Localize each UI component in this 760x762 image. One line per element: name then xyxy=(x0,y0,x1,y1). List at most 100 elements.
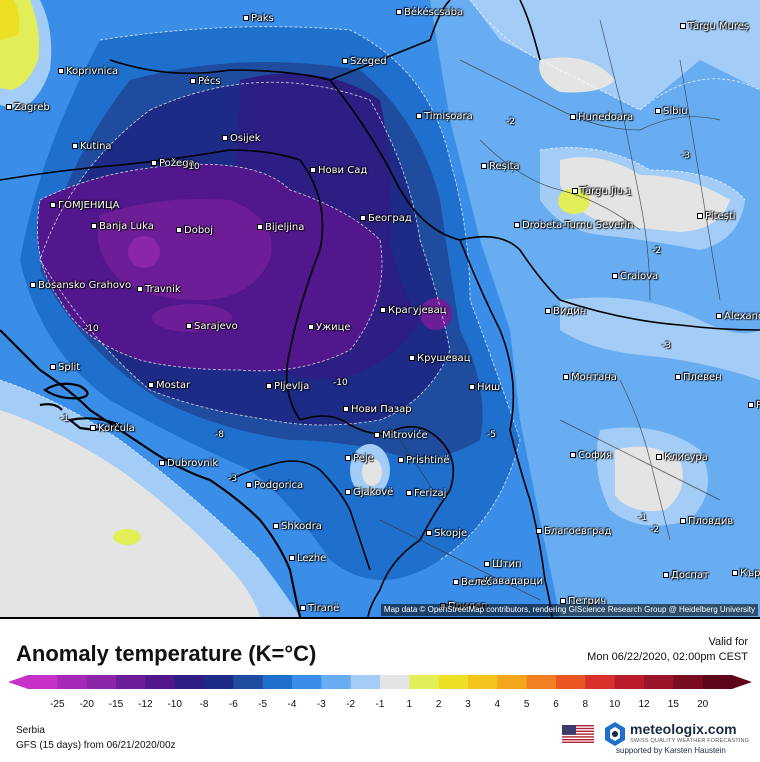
city-name: Shkodra xyxy=(281,521,322,532)
city-name: Požega xyxy=(159,158,195,169)
legend-swatch xyxy=(86,675,117,689)
city-label: Paks xyxy=(243,13,274,24)
contour-label: -2 xyxy=(652,246,661,256)
city-label: Gjakovë xyxy=(345,487,393,498)
legend-swatch xyxy=(702,675,733,689)
city-label: София xyxy=(570,450,612,461)
city-label: Sibiu xyxy=(655,106,688,117)
city-name: Doboj xyxy=(184,225,214,236)
city-label: ГОМЈЕНИЦА xyxy=(50,200,119,211)
city-label: Koprivnica xyxy=(58,66,118,77)
city-marker-icon xyxy=(398,457,404,463)
city-name: Pitești xyxy=(705,211,736,222)
legend-tick-label: -10 xyxy=(167,699,182,710)
city-name: Peje xyxy=(353,453,374,464)
city-name: Sibiu xyxy=(663,106,688,117)
us-flag-icon[interactable] xyxy=(562,725,594,743)
city-marker-icon xyxy=(663,572,669,578)
city-label: Dubrovnik xyxy=(159,458,218,469)
contour-label: -1 xyxy=(638,513,647,523)
brand-block[interactable]: meteologix.com SWISS QUALITY WEATHER FOR… xyxy=(562,719,752,759)
city-label: Доспат xyxy=(663,570,709,581)
city-label: Нови Пазар xyxy=(343,404,412,415)
contour-label: -1 xyxy=(60,414,69,424)
city-label: Sarajevo xyxy=(186,321,238,332)
city-marker-icon xyxy=(6,104,12,110)
city-marker-icon xyxy=(308,324,314,330)
legend-tick-label: 6 xyxy=(553,699,559,710)
city-name: Drobeta-Turnu Severin xyxy=(522,220,634,231)
city-name: Велес xyxy=(461,577,493,588)
city-marker-icon xyxy=(30,282,36,288)
city-marker-icon xyxy=(300,605,306,611)
city-marker-icon xyxy=(148,382,154,388)
city-label: Mitroviće xyxy=(374,430,428,441)
city-label: Bosansko Grahovo xyxy=(30,280,131,291)
city-marker-icon xyxy=(612,273,618,279)
contour-label: -3 xyxy=(228,474,237,484)
contour-label: -2 xyxy=(650,525,659,535)
city-marker-icon xyxy=(159,460,165,466)
legend-tick-label: -25 xyxy=(50,699,65,710)
city-label: Doboj xyxy=(176,225,213,236)
city-name: Lezhe xyxy=(297,553,327,564)
city-name: Tiranë xyxy=(308,603,340,614)
city-label: Нови Сад xyxy=(310,165,367,176)
city-label: Кавадарци xyxy=(477,576,543,587)
legend-tick-label: 1 xyxy=(407,699,413,710)
city-marker-icon xyxy=(481,163,487,169)
legend-tick-label: -5 xyxy=(258,699,267,710)
city-marker-icon xyxy=(91,223,97,229)
city-name: Timișoara xyxy=(424,111,473,122)
city-label: Благоевград xyxy=(536,526,611,537)
city-name: София xyxy=(578,450,613,461)
city-name: Плевен xyxy=(683,372,722,383)
legend-tick-label: -2 xyxy=(346,699,355,710)
city-label: Pécs xyxy=(190,76,221,87)
city-label: Пловдив xyxy=(680,516,733,527)
map-footer: Anomaly temperature (K=°C) Valid for Mon… xyxy=(0,617,760,762)
city-marker-icon xyxy=(374,432,380,438)
anomaly-map[interactable]: Paks Békéscsaba Târgu Mureș Koprivnica Pécs S… xyxy=(0,0,760,617)
legend-tick-label: -15 xyxy=(109,699,124,710)
city-marker-icon xyxy=(655,108,661,114)
city-marker-icon xyxy=(257,224,263,230)
city-name: Mitroviće xyxy=(382,430,428,441)
legend-tick-label: -4 xyxy=(288,699,297,710)
city-marker-icon xyxy=(90,425,96,431)
city-marker-icon xyxy=(406,490,412,496)
city-name: Ниш xyxy=(477,382,501,393)
city-name: Szeged xyxy=(350,56,387,67)
city-label: Hunedoara xyxy=(570,112,633,123)
warm-anomaly-spot xyxy=(558,188,590,214)
city-marker-icon xyxy=(151,160,157,166)
city-label: Плевен xyxy=(675,372,722,383)
legend-tick-label: 10 xyxy=(609,699,621,710)
city-marker-icon xyxy=(50,364,56,370)
city-name: Kutina xyxy=(80,141,112,152)
city-name: Târgu Mureș xyxy=(688,21,750,32)
legend-tick-label: 20 xyxy=(697,699,709,710)
legend-arrow-left-icon xyxy=(8,675,28,689)
city-marker-icon xyxy=(342,58,348,64)
legend-tick-label: 4 xyxy=(495,699,501,710)
city-label: Shkodra xyxy=(273,521,322,532)
city-label: Русе xyxy=(748,400,760,411)
city-label: Београд xyxy=(360,213,412,224)
map-title: Anomaly temperature (K=°C) xyxy=(16,641,317,666)
city-name: Hunedoara xyxy=(578,112,634,123)
city-name: Крушевац xyxy=(417,353,471,364)
city-label: Видин xyxy=(545,306,586,317)
city-label: Prishtinë xyxy=(398,455,449,466)
meteologix-logo-icon xyxy=(605,722,625,746)
contour-label: -10 xyxy=(185,162,200,172)
brand-name: meteologix.com xyxy=(630,721,737,737)
city-name: Русе xyxy=(756,400,760,411)
contour-label: -8 xyxy=(215,430,224,440)
legend-tick-label: -1 xyxy=(376,699,385,710)
city-name: Gjakovë xyxy=(353,487,394,498)
city-marker-icon xyxy=(545,308,551,314)
city-name: Zagreb xyxy=(14,102,50,113)
city-label: Split xyxy=(50,362,80,373)
city-marker-icon xyxy=(246,482,252,488)
